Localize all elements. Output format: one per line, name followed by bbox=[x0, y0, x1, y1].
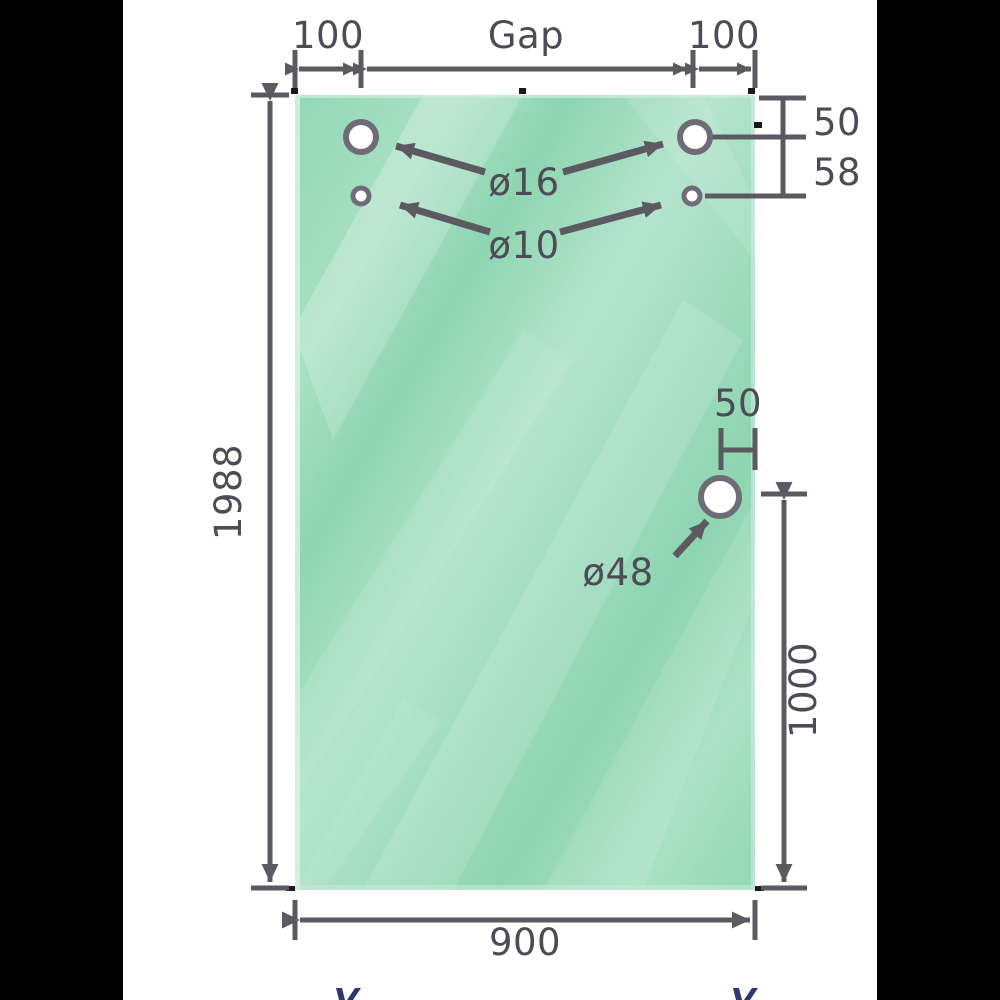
hole-top-left-16[interactable] bbox=[343, 119, 379, 155]
leader-16-right bbox=[562, 140, 664, 176]
dim-label-900: 900 bbox=[489, 921, 561, 964]
dim-label-top-left-100: 100 bbox=[292, 14, 364, 57]
callout-48-leader bbox=[672, 518, 710, 559]
holes-group bbox=[343, 119, 742, 519]
top-dimension-group bbox=[285, 50, 758, 88]
callout-label-10: ø10 bbox=[488, 224, 559, 267]
drawing-stage: 100 Gap 100 1988 50 58 bbox=[123, 0, 877, 1000]
left-dimension-group bbox=[251, 83, 289, 891]
cutoff-glyph-right bbox=[733, 988, 758, 1000]
technical-drawing-svg: 100 Gap 100 1988 50 58 bbox=[207, 14, 861, 1000]
dim-label-right-50: 50 bbox=[813, 101, 861, 144]
bottom-dimension-group bbox=[282, 900, 758, 940]
callout-16-leaders bbox=[395, 140, 664, 176]
dim-label-1988: 1988 bbox=[207, 444, 250, 540]
letterbox-bar-right bbox=[877, 0, 1000, 1000]
glass-reflection-streaks bbox=[295, 95, 755, 890]
leader-10-left bbox=[398, 201, 492, 236]
callout-10-leaders bbox=[398, 201, 662, 236]
leader-10-right bbox=[559, 201, 662, 236]
leader-48 bbox=[672, 518, 710, 559]
right-bottom-dimension-group bbox=[761, 482, 807, 891]
leader-16-left bbox=[395, 142, 486, 176]
callout-label-16: ø16 bbox=[488, 161, 559, 204]
cutoff-glyphs bbox=[336, 988, 758, 1000]
dim-label-top-right-100: 100 bbox=[688, 14, 760, 57]
callout-label-48: ø48 bbox=[582, 551, 653, 594]
dim-label-mid-50: 50 bbox=[714, 382, 762, 425]
hole-top-right-10[interactable] bbox=[681, 185, 703, 207]
mid-edge-dimension-group bbox=[718, 428, 758, 470]
panel-top-edge bbox=[295, 95, 755, 98]
selection-handles[interactable] bbox=[286, 88, 764, 891]
cutoff-glyph-left bbox=[336, 988, 361, 1000]
hole-top-left-10[interactable] bbox=[350, 185, 372, 207]
dim-label-1000: 1000 bbox=[782, 642, 825, 738]
panel-bottom-edge bbox=[295, 885, 755, 890]
right-top-dimension-group bbox=[705, 95, 806, 199]
hole-top-right-16[interactable] bbox=[677, 119, 713, 155]
letterbox-bar-left bbox=[0, 0, 123, 1000]
dim-label-gap: Gap bbox=[488, 14, 564, 57]
panel-left-edge bbox=[295, 95, 300, 890]
panel-right-edge bbox=[751, 95, 755, 890]
dim-label-right-58: 58 bbox=[813, 151, 861, 194]
glass-panel bbox=[295, 95, 755, 890]
hole-mid-right-48[interactable] bbox=[698, 475, 742, 519]
